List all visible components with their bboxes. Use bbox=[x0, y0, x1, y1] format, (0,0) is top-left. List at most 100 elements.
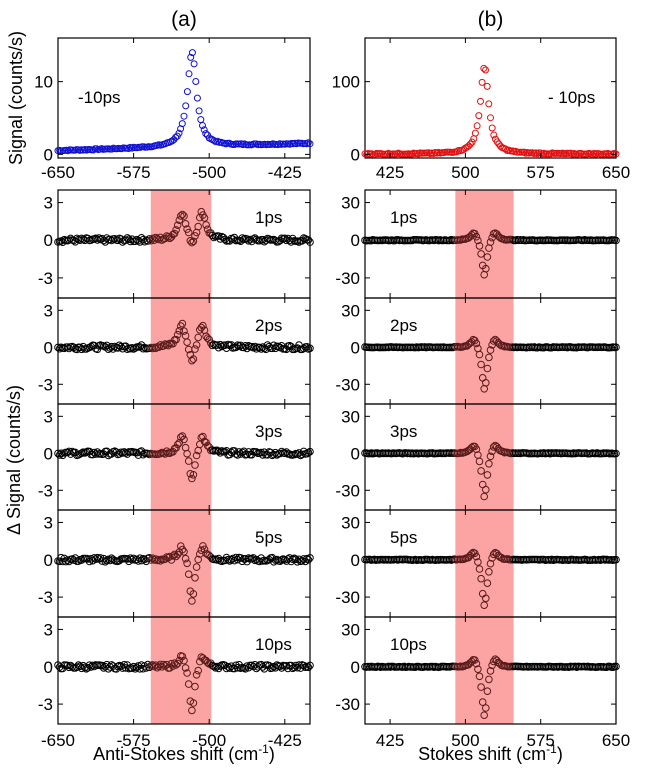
data-point bbox=[236, 554, 245, 562]
data-point bbox=[482, 66, 489, 74]
data-point bbox=[482, 704, 490, 712]
data-point bbox=[304, 663, 313, 672]
data-point bbox=[188, 706, 196, 715]
data-point bbox=[188, 238, 196, 247]
data-point bbox=[186, 237, 195, 245]
data-point bbox=[189, 699, 198, 707]
x-tick-label: 500 bbox=[451, 163, 479, 182]
data-point bbox=[64, 147, 72, 155]
delay-label: 10ps bbox=[390, 635, 427, 654]
x-axis-title-sup: -1 bbox=[258, 742, 269, 756]
data-point bbox=[98, 661, 106, 670]
data-point bbox=[490, 131, 498, 139]
data-point bbox=[475, 457, 484, 466]
data-point bbox=[76, 662, 84, 671]
annotation-label: -10ps bbox=[78, 88, 121, 107]
data-point bbox=[493, 138, 501, 146]
data-point bbox=[482, 485, 490, 494]
data-point bbox=[192, 563, 201, 571]
data-point bbox=[467, 443, 476, 452]
data-point bbox=[475, 565, 484, 573]
data-point bbox=[475, 112, 483, 120]
data-point bbox=[117, 342, 125, 351]
data-point bbox=[293, 450, 302, 459]
data-point bbox=[178, 319, 187, 328]
data-point bbox=[473, 122, 481, 130]
data-point bbox=[183, 88, 191, 96]
data-point bbox=[55, 451, 64, 459]
data-point bbox=[191, 345, 199, 353]
data-point bbox=[95, 234, 103, 242]
data-point bbox=[178, 652, 187, 661]
y-tick-label: 30 bbox=[341, 620, 360, 639]
data-point bbox=[183, 559, 191, 568]
data-point bbox=[170, 229, 179, 238]
data-point bbox=[478, 698, 487, 706]
x-tick-label: -500 bbox=[192, 163, 226, 182]
y-tick-label: 100 bbox=[332, 73, 360, 92]
data-point bbox=[172, 133, 180, 141]
data-point bbox=[488, 447, 496, 456]
data-point bbox=[192, 341, 201, 349]
x-axis-title: Anti-Stokes shift (cm-1) bbox=[93, 742, 275, 764]
delay-label: 5ps bbox=[255, 528, 282, 547]
y-tick-label: 3 bbox=[44, 407, 53, 426]
data-point bbox=[182, 102, 190, 110]
data-point bbox=[167, 556, 176, 564]
y-tick-label: 0 bbox=[44, 338, 53, 357]
x-tick-label: -425 bbox=[268, 163, 302, 182]
data-point bbox=[214, 137, 222, 145]
data-point bbox=[468, 138, 476, 146]
y-tick-label: 3 bbox=[44, 620, 53, 639]
data-point bbox=[184, 228, 193, 237]
data-point bbox=[474, 236, 482, 245]
x-tick-label: -425 bbox=[268, 731, 302, 750]
y-tick-label: -3 bbox=[38, 588, 53, 607]
y-tick-label: -3 bbox=[38, 269, 53, 288]
y-tick-label: -3 bbox=[38, 695, 53, 714]
data-point bbox=[172, 226, 180, 234]
data-point bbox=[480, 492, 489, 501]
data-point bbox=[211, 664, 220, 672]
top-panel-b: 0 100 425 500 575 650 - 10ps bbox=[332, 37, 630, 182]
y-tick-label: 0 bbox=[44, 658, 53, 677]
data-point bbox=[475, 672, 484, 681]
x-tick-label: 500 bbox=[451, 731, 479, 750]
data-point bbox=[68, 447, 76, 456]
data-point bbox=[87, 342, 95, 351]
x-tick-label: 650 bbox=[602, 731, 630, 750]
delay-label: 1ps bbox=[390, 208, 417, 227]
data-point bbox=[173, 221, 182, 229]
data-point bbox=[477, 360, 485, 369]
data-point bbox=[485, 675, 493, 684]
y-tick-label: 0 bbox=[44, 231, 53, 250]
data-point bbox=[89, 146, 97, 154]
data-point bbox=[238, 234, 247, 242]
data-point bbox=[188, 597, 196, 605]
x-axis-title-main: Anti-Stokes shift (cm bbox=[93, 744, 258, 764]
x-tick-label: 575 bbox=[527, 731, 555, 750]
data-point bbox=[483, 364, 492, 373]
x-tick-label: -575 bbox=[117, 731, 151, 750]
x-tick-label: 650 bbox=[602, 163, 630, 182]
y-tick-label: 0 bbox=[44, 145, 53, 164]
data-point bbox=[471, 656, 479, 664]
data-point bbox=[178, 210, 187, 219]
top-frame bbox=[57, 37, 311, 159]
data-point bbox=[192, 78, 200, 85]
data-point bbox=[489, 550, 498, 559]
data-point bbox=[177, 542, 185, 550]
data-point bbox=[252, 448, 261, 456]
y-tick-label: -30 bbox=[335, 588, 360, 607]
delta-frame bbox=[364, 616, 617, 725]
data-point bbox=[192, 671, 201, 679]
data-point bbox=[194, 333, 202, 342]
data-point bbox=[244, 237, 253, 245]
data-point bbox=[520, 148, 528, 156]
delay-label: 3ps bbox=[390, 422, 417, 441]
data-point bbox=[199, 122, 206, 129]
data-point bbox=[159, 342, 168, 350]
delta-frame bbox=[57, 616, 311, 725]
delta-panel-b-4: 30 0 -30 5ps bbox=[335, 509, 620, 618]
data-point bbox=[173, 330, 182, 339]
